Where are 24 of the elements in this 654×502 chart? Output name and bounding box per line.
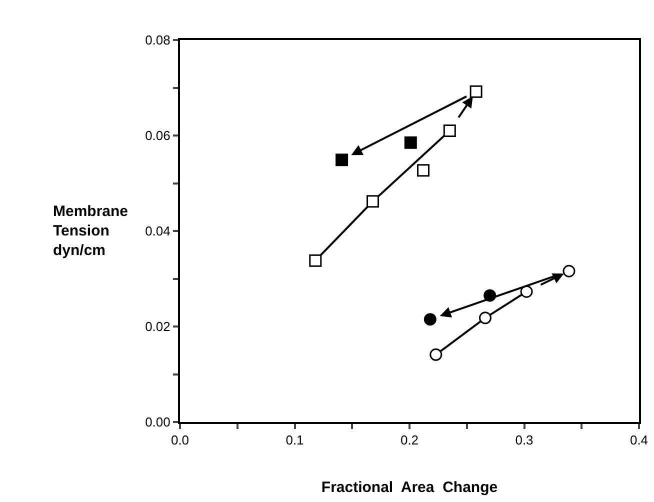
x-axis-title: Fractional Area Change xyxy=(321,479,498,496)
point xyxy=(562,264,576,278)
y-tick-label: 0.02 xyxy=(145,319,170,334)
x-tick-label: 0.1 xyxy=(286,432,304,448)
x-tick-label: 0.4 xyxy=(630,432,648,448)
point xyxy=(309,254,322,267)
y-tick-label: 0.00 xyxy=(145,414,170,430)
y-tick-label: 0.04 xyxy=(145,224,170,239)
point xyxy=(520,285,533,298)
point xyxy=(430,348,442,361)
point xyxy=(366,195,380,208)
point xyxy=(470,85,482,98)
point xyxy=(443,124,456,137)
point xyxy=(478,312,492,324)
point xyxy=(417,164,430,177)
point xyxy=(424,313,436,326)
point xyxy=(404,136,417,149)
y-tick-label: 0.06 xyxy=(145,128,170,144)
y-axis-title: Membrane Tension dyn/cm xyxy=(53,203,128,259)
x-tick-label: 0.3 xyxy=(515,432,534,448)
point xyxy=(336,154,348,166)
x-tick-label: 0.2 xyxy=(400,432,419,448)
x-tick-label: 0.0 xyxy=(170,432,190,448)
y-tick-label: 0.08 xyxy=(145,32,170,48)
